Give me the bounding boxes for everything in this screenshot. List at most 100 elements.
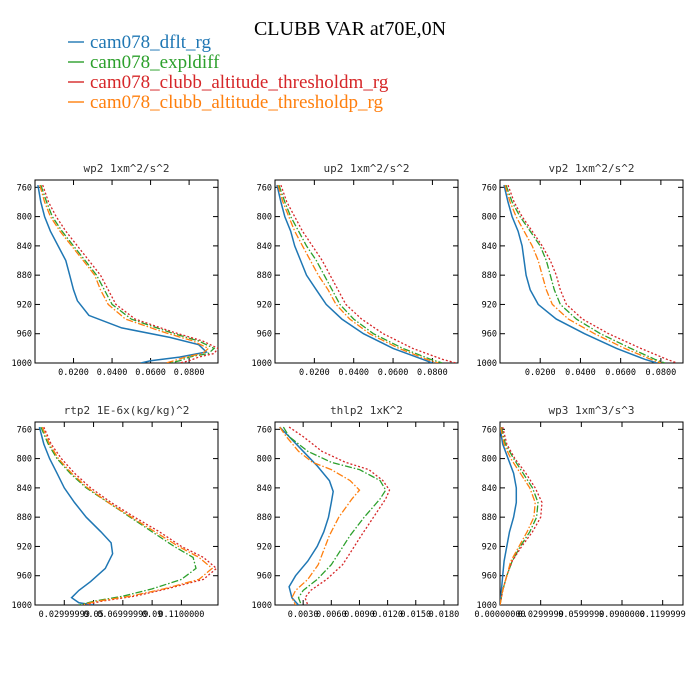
series-line	[37, 184, 208, 363]
y-tick-label: 880	[257, 271, 272, 281]
y-tick-label: 960	[257, 572, 272, 582]
legend-label: cam078_dflt_rg	[90, 32, 212, 53]
panel-title: up2 1xm^2/s^2	[323, 162, 409, 175]
x-tick-label: 0.0299999	[518, 610, 564, 620]
legend-label: cam078_clubb_altitude_thresholdm_rg	[90, 72, 389, 93]
legend-entry: cam078_dflt_rg	[68, 32, 212, 53]
panel-title: thlp2 1xK^2	[330, 404, 403, 417]
x-tick-label: 0.0600	[378, 368, 409, 378]
x-tick-label: 0.0800	[417, 368, 448, 378]
plot-frame	[34, 421, 219, 606]
x-tick-label: 0.0090	[344, 610, 375, 620]
series-line	[282, 426, 387, 605]
x-tick-label: 0.0400	[565, 368, 596, 378]
legend-entry: cam078_clubb_altitude_thresholdm_rg	[68, 72, 389, 93]
x-tick-label: 0.0800	[646, 368, 677, 378]
x-tick-label: 0.0600	[135, 368, 166, 378]
chart-panel: rtp2 1E-6x(kg/kg)^2 760 800 840 880 920 960 100…	[12, 404, 219, 620]
series-line	[278, 184, 443, 363]
y-tick-label: 960	[17, 330, 32, 340]
y-tick-label: 840	[257, 484, 272, 494]
legend: cam078_dflt_rgcam078_expldiffcam078_club…	[68, 32, 389, 113]
x-tick-label: 0.02999999	[39, 610, 90, 620]
x-tick-label: 0.0150	[400, 610, 431, 620]
x-tick-label: 0.0599999	[558, 610, 604, 620]
y-tick-label: 880	[17, 513, 32, 523]
y-tick-label: 920	[482, 300, 497, 310]
series-line	[504, 184, 662, 363]
y-tick-label: 1000	[252, 601, 272, 611]
series-line	[500, 426, 536, 605]
series-line	[279, 426, 361, 605]
series-line	[500, 426, 518, 605]
y-tick-label: 840	[257, 242, 272, 252]
x-tick-label: 0.05	[83, 610, 103, 620]
y-tick-label: 800	[17, 455, 32, 465]
y-tick-label: 1000	[252, 359, 272, 369]
series-line	[40, 184, 216, 363]
y-tick-label: 880	[257, 513, 272, 523]
y-tick-label: 1000	[477, 601, 497, 611]
series-line	[503, 184, 658, 363]
y-tick-label: 800	[257, 213, 272, 223]
y-tick-label: 840	[482, 484, 497, 494]
series-line	[276, 184, 433, 363]
series-line	[279, 426, 334, 605]
series-line	[41, 426, 214, 605]
x-tick-label: 0.0200	[525, 368, 556, 378]
plot-frame	[274, 179, 459, 364]
series-line	[505, 184, 666, 363]
legend-label: cam078_clubb_altitude_thresholdp_rg	[90, 92, 384, 113]
y-tick-label: 920	[17, 542, 32, 552]
x-tick-label: 0.06999999	[97, 610, 148, 620]
y-tick-label: 760	[257, 425, 272, 435]
y-tick-label: 880	[17, 271, 32, 281]
series-line	[38, 426, 114, 605]
chart-panel: wp2 1xm^2/s^2 760 800 840 880 920 960 1000 0.020…	[12, 162, 219, 378]
x-tick-label: 0.1199999	[640, 610, 686, 620]
panel-title: wp3 1xm^3/s^3	[548, 404, 634, 417]
x-tick-label: 0.0200	[58, 368, 89, 378]
y-tick-label: 840	[17, 484, 32, 494]
y-tick-label: 1000	[477, 359, 497, 369]
y-tick-label: 920	[482, 542, 497, 552]
legend-label: cam078_expldiff	[90, 52, 220, 73]
x-tick-label: 0.0060	[316, 610, 347, 620]
panel-title: rtp2 1E-6x(kg/kg)^2	[64, 404, 190, 417]
x-tick-label: 0.0030	[288, 610, 319, 620]
legend-entry: cam078_clubb_altitude_thresholdp_rg	[68, 92, 384, 113]
figure-title: CLUBB VAR at70E,0N	[254, 18, 446, 40]
x-tick-label: 0.0120	[372, 610, 403, 620]
y-tick-label: 960	[257, 330, 272, 340]
plot-frame	[499, 179, 684, 364]
series-line	[280, 184, 457, 363]
x-tick-label: 0.0180	[429, 610, 460, 620]
y-tick-label: 760	[17, 183, 32, 193]
panel-title: vp2 1xm^2/s^2	[548, 162, 634, 175]
series-line	[42, 184, 218, 363]
y-tick-label: 760	[257, 183, 272, 193]
y-tick-label: 880	[482, 513, 497, 523]
x-tick-label: 0.0600	[605, 368, 636, 378]
series-line	[507, 184, 678, 363]
y-tick-label: 920	[257, 542, 272, 552]
y-tick-label: 1000	[12, 359, 32, 369]
x-tick-label: 0.09	[142, 610, 162, 620]
y-tick-label: 760	[482, 425, 497, 435]
y-tick-label: 840	[17, 242, 32, 252]
y-tick-label: 960	[17, 572, 32, 582]
y-tick-label: 920	[17, 300, 32, 310]
x-tick-label: 0.0400	[338, 368, 369, 378]
x-tick-label: 0.0800	[174, 368, 205, 378]
y-tick-label: 800	[17, 213, 32, 223]
panels-grid: wp2 1xm^2/s^2 760 800 840 880 920 960 1000 0.020…	[12, 162, 686, 620]
x-tick-label: 0.00000000	[474, 610, 525, 620]
y-tick-label: 880	[482, 271, 497, 281]
y-tick-label: 960	[482, 330, 497, 340]
plot-frame	[34, 179, 219, 364]
y-tick-label: 840	[482, 242, 497, 252]
plot-frame	[499, 421, 684, 606]
panel-title: wp2 1xm^2/s^2	[83, 162, 169, 175]
chart-panel: thlp2 1xK^276080084088092096010000.00300…	[252, 404, 460, 620]
